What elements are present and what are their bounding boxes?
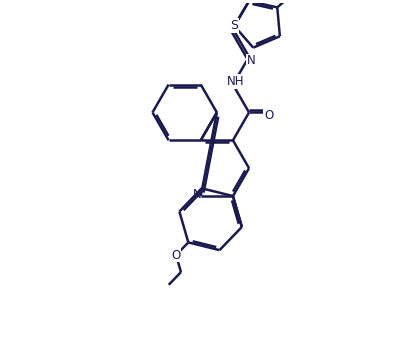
Text: O: O xyxy=(172,249,181,262)
Text: S: S xyxy=(230,19,238,32)
Text: N: N xyxy=(247,54,256,67)
Text: N: N xyxy=(193,188,202,201)
Text: NH: NH xyxy=(227,75,245,88)
Text: O: O xyxy=(264,109,273,122)
